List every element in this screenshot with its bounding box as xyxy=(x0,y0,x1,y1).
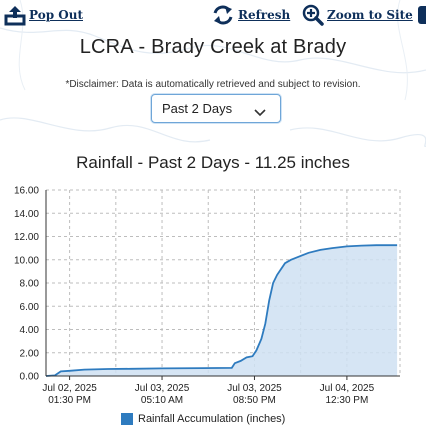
pop-out-icon xyxy=(4,4,26,26)
y-tick-label: 8.00 xyxy=(20,279,40,290)
y-tick-label: 6.00 xyxy=(20,302,40,313)
zoom-to-site-button[interactable]: Zoom to Site xyxy=(302,4,413,26)
series-area xyxy=(46,245,398,376)
page-title: LCRA - Brady Creek at Brady xyxy=(79,36,347,58)
zoom-in-icon xyxy=(302,4,324,26)
x-tick-label-time: 05:10 AM xyxy=(141,395,183,406)
series-line xyxy=(45,244,398,377)
x-tick-label-time: 08:50 PM xyxy=(233,395,276,406)
refresh-icon xyxy=(211,4,235,26)
pop-out-label: Pop Out xyxy=(29,8,83,22)
y-tick-label: 12.00 xyxy=(14,232,39,243)
chart-legend[interactable]: Rainfall Accumulation (inches) xyxy=(121,412,285,426)
x-tick-label-time: 01:30 PM xyxy=(48,395,91,406)
disclaimer-text: *Disclaimer: Data is automatically retri… xyxy=(65,79,361,90)
x-tick-label-date: Jul 03, 2025 xyxy=(135,383,190,394)
toolbar: Pop Out Refresh Zoom to S xyxy=(0,0,426,30)
legend-swatch xyxy=(121,413,133,425)
pop-out-button[interactable]: Pop Out xyxy=(4,4,83,26)
chevron-down-icon xyxy=(254,104,266,122)
close-handle[interactable] xyxy=(418,6,426,24)
y-tick-label: 0.00 xyxy=(20,372,40,383)
x-tick-label-date: Jul 02, 2025 xyxy=(42,383,97,394)
time-range-select[interactable]: Past 2 Days xyxy=(151,94,281,123)
x-tick-label-date: Jul 03, 2025 xyxy=(227,383,282,394)
refresh-button[interactable]: Refresh xyxy=(211,4,290,26)
y-tick-label: 2.00 xyxy=(20,348,40,359)
x-tick-label-time: 12:30 PM xyxy=(325,395,368,406)
y-tick-label: 16.00 xyxy=(14,186,39,197)
zoom-to-site-label: Zoom to Site xyxy=(327,8,413,22)
chart-title: Rainfall - Past 2 Days - 11.25 inches xyxy=(76,153,350,172)
y-tick-label: 10.00 xyxy=(14,255,39,266)
refresh-label: Refresh xyxy=(238,8,291,22)
x-tick-label-date: Jul 04, 2025 xyxy=(320,383,375,394)
y-tick-label: 4.00 xyxy=(20,325,40,336)
time-range-value: Past 2 Days xyxy=(162,101,233,116)
y-tick-label: 14.00 xyxy=(14,209,39,220)
legend-label: Rainfall Accumulation (inches) xyxy=(138,413,286,425)
